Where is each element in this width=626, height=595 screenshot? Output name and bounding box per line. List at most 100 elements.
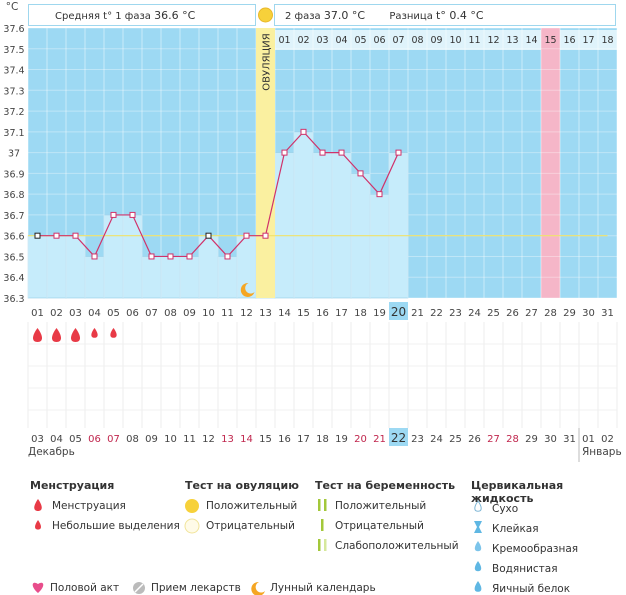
cycle-day-label: 11 <box>221 308 234 319</box>
legend-cervical-dry: Сухо <box>492 503 519 515</box>
temperature-point <box>205 232 212 239</box>
calendar-date-label: 06 <box>88 434 101 445</box>
cervical-sticky-icon <box>474 521 482 533</box>
calendar-date-label: 14 <box>240 434 253 445</box>
calendar-date-label: 22 <box>391 431 406 445</box>
phase2-day-label: 05 <box>354 35 366 46</box>
phase2-days-strip <box>275 30 617 50</box>
diff-label: Разница <box>389 11 433 22</box>
pregnancy-negative-icon <box>321 519 324 531</box>
temperature-bar <box>198 235 219 299</box>
temperature-bar <box>84 256 105 299</box>
calendar-date-label: 13 <box>221 434 234 445</box>
calendar-date-label: 12 <box>202 434 215 445</box>
calendar-date-label: 25 <box>449 434 462 445</box>
cycle-day-label: 02 <box>50 308 63 319</box>
cycle-day-label: 29 <box>563 308 576 319</box>
highlight-day-column <box>541 28 560 298</box>
calendar-date-label: 05 <box>69 434 82 445</box>
cycle-day-label: 18 <box>354 308 367 319</box>
cycle-day-label: 15 <box>297 308 310 319</box>
temperature-point <box>72 232 79 239</box>
phase2-value: 37.0 °C <box>323 9 366 22</box>
y-tick-label: 36.4 <box>3 273 24 284</box>
cycle-day-label: 22 <box>430 308 443 319</box>
spotting-legend-icon <box>35 520 41 530</box>
current-date-marker <box>389 428 408 446</box>
cycle-day-label: 12 <box>240 308 253 319</box>
legend-pregnancy-weak: Слабоположительный <box>335 540 459 552</box>
calendar-date-label: 24 <box>430 434 443 445</box>
calendar-date-label: 03 <box>31 434 44 445</box>
phase1-value: 36.6 °C <box>154 9 196 22</box>
phase1-header: Средняя t° 1 фаза 36.6 °C <box>28 4 256 26</box>
temperature-bar <box>274 152 295 299</box>
temperature-point <box>224 253 231 260</box>
legend-pregnancy-negative: Отрицательный <box>335 520 424 532</box>
phase2-day-label: 16 <box>563 35 575 46</box>
moon-legend-icon <box>251 581 265 595</box>
legend-cervical-creamy: Кремообразная <box>492 543 579 555</box>
phase2-day-label: 04 <box>335 35 347 46</box>
month-january: Январь <box>582 446 622 458</box>
temperature-point <box>186 253 193 260</box>
cycle-day-label: 13 <box>259 308 272 319</box>
menstruation-drop-icon <box>110 328 117 338</box>
phase2-day-label: 07 <box>392 35 404 46</box>
moon-icon <box>240 282 255 297</box>
cycle-day-label: 20 <box>391 305 406 319</box>
temperature-bar <box>27 235 48 299</box>
legend-pregnancy-positive: Положительный <box>335 500 427 512</box>
ovulation-negative-icon <box>184 518 200 534</box>
cycle-day-label: 14 <box>278 308 291 319</box>
y-tick-label: 37.1 <box>3 128 24 139</box>
calendar-date-label: 23 <box>411 434 424 445</box>
menstruation-drop-icon <box>91 328 98 338</box>
calendar-date-label: 28 <box>506 434 519 445</box>
calendar-date-label: 18 <box>316 434 329 445</box>
cycle-day-label: 05 <box>107 308 120 319</box>
temperature-point <box>53 232 60 239</box>
calendar-date-label: 21 <box>373 434 386 445</box>
y-tick-label: 36.7 <box>3 211 24 222</box>
legend-cervical-title: Цервикальная жидкость <box>471 479 564 505</box>
y-tick-label: 37.3 <box>3 86 24 97</box>
temperature-point <box>91 253 98 260</box>
temperature-point <box>338 149 345 156</box>
temperature-point <box>281 149 288 156</box>
cycle-day-label: 07 <box>145 308 158 319</box>
temperature-point <box>129 211 136 218</box>
phase2-header: 2 фаза 37.0 °C Разница t° 0.4 °C <box>274 4 616 26</box>
y-tick-label: 36.9 <box>3 169 24 180</box>
y-tick-label: 36.6 <box>3 232 24 243</box>
pregnancy-positive-icon <box>324 499 327 511</box>
pill-icon-line <box>134 583 144 593</box>
cycle-day-label: 30 <box>582 308 595 319</box>
cycle-day-label: 26 <box>506 308 519 319</box>
temperature-bar <box>236 235 257 299</box>
calendar-date-label: 16 <box>278 434 291 445</box>
calendar-date-label: 09 <box>145 434 158 445</box>
temperature-bar <box>103 214 124 299</box>
cycle-day-label: 04 <box>88 308 101 319</box>
cervical-watery-icon <box>474 561 482 572</box>
legend-intercourse: Половой акт <box>50 582 120 594</box>
diff-value: t° 0.4 °C <box>436 9 484 22</box>
y-tick-label: 36.8 <box>3 190 24 201</box>
y-unit-label: °C <box>6 1 19 13</box>
y-tick-label: 36.5 <box>3 252 24 263</box>
temperature-point <box>300 128 307 135</box>
calendar-date-label: 10 <box>164 434 177 445</box>
temperature-bar <box>331 152 352 299</box>
temperature-point <box>262 232 269 239</box>
cervical-creamy-icon <box>474 541 482 552</box>
y-tick-label: 37.4 <box>3 66 24 77</box>
cycle-day-label: 24 <box>468 308 481 319</box>
sun-icon <box>258 7 273 23</box>
cycle-day-label: 27 <box>525 308 538 319</box>
phase2-day-label: 03 <box>316 35 328 46</box>
phase2-day-label: 13 <box>506 35 518 46</box>
cycle-day-label: 08 <box>164 308 177 319</box>
calendar-date-label: 17 <box>297 434 310 445</box>
